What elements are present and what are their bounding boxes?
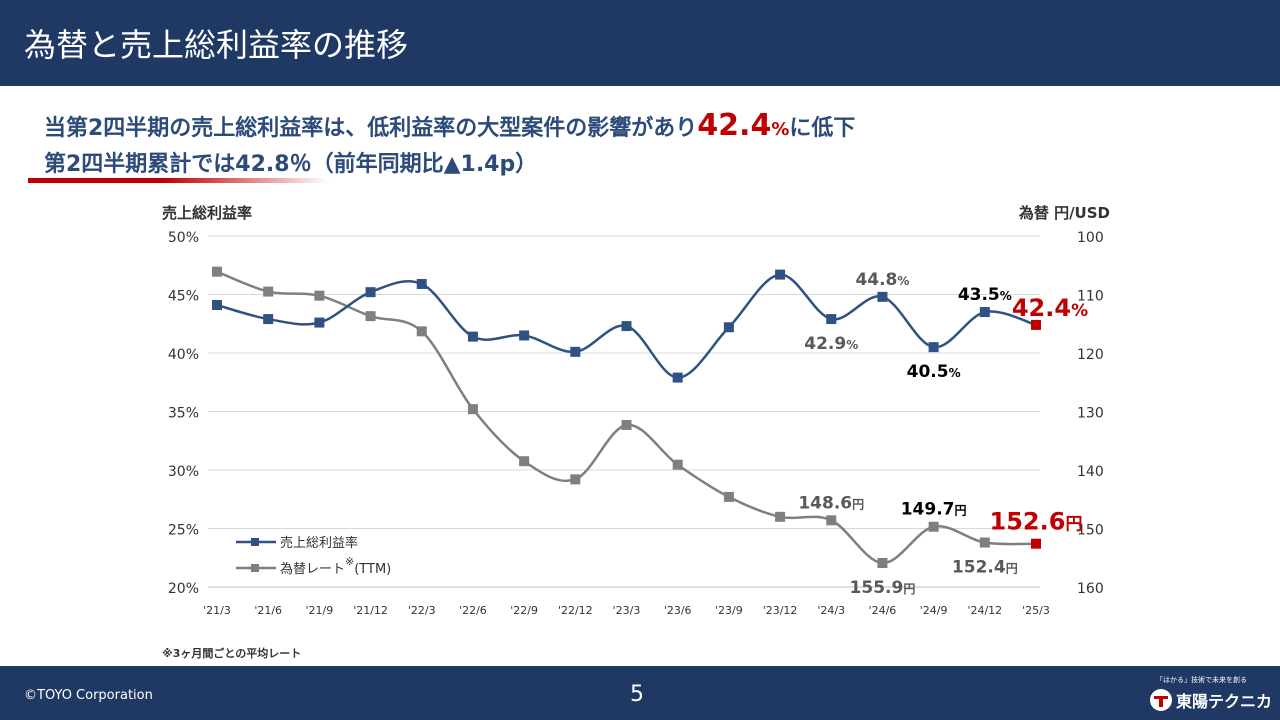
data-label: 152.4円 bbox=[952, 558, 1018, 578]
data-label: 43.5% bbox=[958, 285, 1012, 305]
left-tick-label: 30% bbox=[168, 464, 199, 480]
x-tick-label: '22/6 bbox=[459, 604, 487, 617]
x-tick-label: '23/9 bbox=[715, 604, 743, 617]
brand-name: 東陽テクニカ bbox=[1176, 692, 1273, 711]
data-label: 42.9% bbox=[804, 334, 858, 354]
right-tick-label: 110 bbox=[1077, 289, 1104, 305]
fx-data-point bbox=[979, 537, 990, 548]
headline-line-2: 第2四半期累計では42.8％（前年同期比▲1.4p） bbox=[44, 152, 538, 177]
right-tick-label: 150 bbox=[1077, 523, 1104, 539]
x-tick-label: '21/12 bbox=[353, 604, 388, 617]
headline-suffix: に低下 bbox=[789, 116, 856, 141]
margin-data-point bbox=[519, 330, 530, 341]
margin-data-point bbox=[570, 346, 581, 357]
fx-data-point bbox=[570, 474, 581, 485]
margin-data-point bbox=[314, 317, 325, 328]
x-tick-label: '21/9 bbox=[306, 604, 334, 617]
fx-data-point bbox=[467, 404, 478, 415]
legend-marker bbox=[251, 564, 259, 572]
data-label: 149.7円 bbox=[901, 500, 967, 520]
x-tick-label: '23/12 bbox=[763, 604, 798, 617]
x-tick-label: '25/3 bbox=[1022, 604, 1050, 617]
margin-data-point bbox=[775, 269, 786, 280]
brand-mark-icon bbox=[1150, 689, 1172, 711]
margin-data-point bbox=[365, 287, 376, 298]
left-tick-label: 40% bbox=[168, 347, 199, 363]
headline-unit: % bbox=[771, 119, 790, 140]
margin-data-point bbox=[263, 314, 274, 325]
data-label: 148.6円 bbox=[798, 493, 864, 513]
fx-data-point bbox=[263, 286, 274, 297]
fx-data-point bbox=[672, 459, 683, 470]
fx-data-point bbox=[877, 558, 888, 569]
margin-data-point bbox=[979, 307, 990, 318]
x-tick-label: '23/3 bbox=[613, 604, 641, 617]
x-tick-label: '22/9 bbox=[510, 604, 538, 617]
copyright: ©TOYO Corporation bbox=[24, 688, 153, 703]
legend-label: 売上総利益率 bbox=[280, 535, 358, 551]
data-label: 40.5% bbox=[907, 362, 961, 382]
margin-data-point bbox=[672, 372, 683, 383]
x-tick-label: '22/12 bbox=[558, 604, 593, 617]
right-axis-title: 為替 円/USD bbox=[1018, 204, 1110, 222]
page-title: 為替と売上総利益率の推移 bbox=[24, 26, 409, 64]
brand-tagline: 「はかる」技術で未来を創る bbox=[1156, 676, 1247, 684]
data-label: 155.9円 bbox=[850, 578, 916, 598]
legend-label: 為替レート※(TTM) bbox=[280, 555, 391, 577]
fx-data-point bbox=[416, 326, 427, 337]
x-tick-label: '21/3 bbox=[203, 604, 231, 617]
data-label: 44.8% bbox=[855, 270, 909, 290]
left-tick-label: 35% bbox=[168, 406, 199, 422]
footer-bar: ©TOYO Corporation 5 「はかる」技術で未来を創る 東陽テクニカ bbox=[0, 666, 1280, 720]
margin-data-point bbox=[467, 331, 478, 342]
margin-data-point bbox=[877, 291, 888, 302]
x-tick-label: '24/9 bbox=[920, 604, 948, 617]
x-tick-label: '24/3 bbox=[817, 604, 845, 617]
page-number: 5 bbox=[630, 682, 644, 707]
headline-underline bbox=[28, 178, 330, 183]
x-tick-label: '24/6 bbox=[869, 604, 897, 617]
margin-data-point bbox=[826, 314, 837, 325]
margin-data-point bbox=[928, 342, 939, 353]
margin-data-point bbox=[212, 300, 222, 311]
fx-data-point bbox=[775, 511, 786, 522]
right-tick-label: 130 bbox=[1077, 406, 1104, 422]
fx-data-point bbox=[519, 456, 530, 467]
left-tick-label: 25% bbox=[168, 523, 199, 539]
headline-line-1: 当第2四半期の売上総利益率は、低利益率の大型案件の影響があり42.4%に低下 bbox=[44, 108, 855, 143]
brand-logo: 東陽テクニカ bbox=[1150, 688, 1272, 712]
margin-data-point bbox=[416, 278, 427, 289]
margin-data-point bbox=[621, 321, 632, 332]
x-tick-label: '22/3 bbox=[408, 604, 436, 617]
headline-text: 当第2四半期の売上総利益率は、低利益率の大型案件の影響があり bbox=[44, 116, 698, 141]
right-tick-label: 120 bbox=[1077, 347, 1104, 363]
fx-data-point bbox=[621, 419, 632, 430]
left-tick-label: 45% bbox=[168, 289, 199, 305]
fx-data-point bbox=[723, 491, 734, 502]
x-tick-label: '21/6 bbox=[254, 604, 282, 617]
header-bar: 為替と売上総利益率の推移 bbox=[0, 0, 1280, 86]
data-label: 152.6円 bbox=[990, 508, 1083, 536]
fx-data-point bbox=[928, 521, 939, 532]
fx-data-point bbox=[212, 266, 222, 277]
margin-data-point bbox=[1031, 319, 1041, 330]
right-tick-label: 140 bbox=[1077, 464, 1104, 480]
right-tick-label: 100 bbox=[1077, 230, 1104, 246]
fx-data-point bbox=[826, 515, 837, 526]
x-tick-label: '23/6 bbox=[664, 604, 692, 617]
margin-data-point bbox=[723, 322, 734, 333]
left-axis-title: 売上総利益率 bbox=[162, 204, 252, 222]
left-tick-label: 20% bbox=[168, 581, 199, 597]
headline-value: 42.4 bbox=[697, 108, 772, 143]
fx-data-point bbox=[1031, 538, 1041, 549]
right-tick-label: 160 bbox=[1077, 581, 1104, 597]
footnote: ※3ヶ月間ごとの平均レート bbox=[162, 647, 302, 660]
legend-marker bbox=[251, 538, 259, 546]
x-tick-label: '24/12 bbox=[967, 604, 1002, 617]
left-tick-label: 50% bbox=[168, 230, 199, 246]
fx-data-point bbox=[314, 290, 325, 301]
fx-data-point bbox=[365, 311, 376, 322]
